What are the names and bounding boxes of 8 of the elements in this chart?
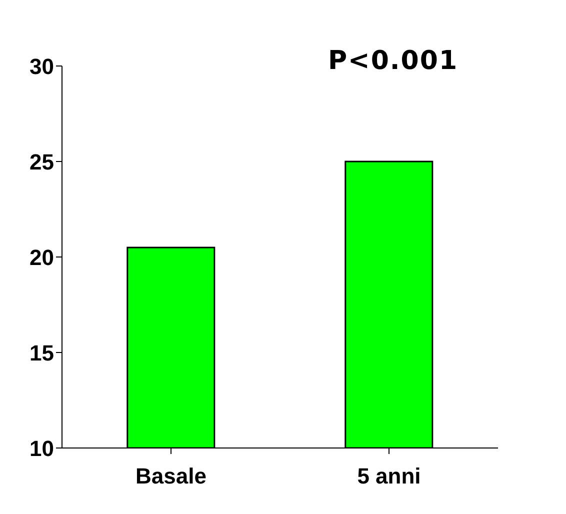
- y-tick-label: 30: [30, 54, 54, 79]
- y-tick-label: 20: [30, 244, 54, 270]
- annotation: P<0.001: [328, 46, 458, 76]
- y-tick-label: 25: [30, 149, 54, 174]
- x-tick-label: 5 anni: [357, 464, 421, 489]
- y-tick-label: 15: [30, 340, 54, 366]
- x-tick-label: Basale: [136, 464, 206, 489]
- y-tick-label: 10: [30, 436, 54, 461]
